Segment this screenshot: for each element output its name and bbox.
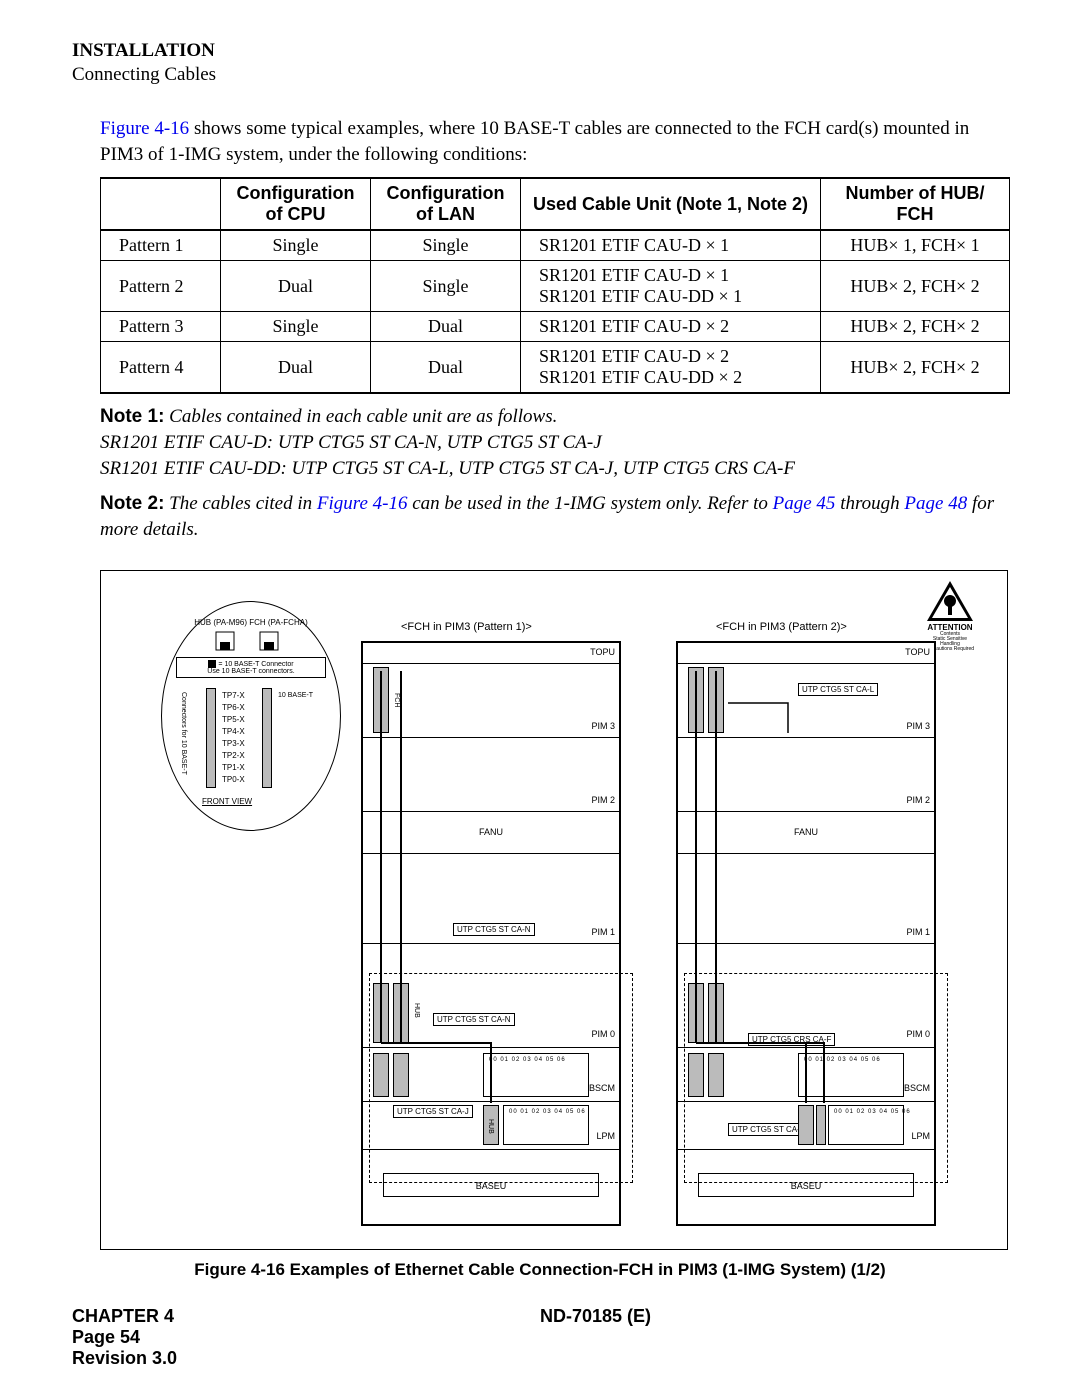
note1-line1: Cables contained in each cable unit are …: [169, 406, 557, 427]
table-cell: SR1201 ETIF CAU-D × 2: [521, 312, 821, 342]
intro-text: shows some typical examples, where 10 BA…: [100, 118, 969, 165]
table-cell: HUB× 1, FCH× 1: [821, 230, 1010, 261]
tp-label: TP2-X: [222, 750, 245, 762]
figure-4-16: ATTENTION ContentsStatic SensitiveHandli…: [100, 570, 1008, 1250]
footer-doc: ND-70185 (E): [540, 1306, 1008, 1369]
note2-pre: The cables cited in: [169, 493, 317, 514]
table-row: Pattern 3SingleDualSR1201 ETIF CAU-D × 2…: [101, 312, 1010, 342]
footer-rev: Revision 3.0: [72, 1348, 540, 1369]
table-cell: Dual: [221, 261, 371, 312]
base-t-label: 10 BASE-T: [278, 692, 313, 699]
hub-detail-callout: HUB (PA-M96) FCH (PA-FCHA) = 10 BASE-T C…: [161, 601, 341, 831]
footer-chapter: CHAPTER 4: [72, 1306, 540, 1327]
col-cpu: Configuration of CPU: [221, 178, 371, 230]
note2-p48[interactable]: Page 48: [904, 493, 967, 514]
col-lan: Configuration of LAN: [371, 178, 521, 230]
table-cell: SR1201 ETIF CAU-D × 2SR1201 ETIF CAU-DD …: [521, 342, 821, 394]
tp-label: TP0-X: [222, 774, 245, 786]
table-cell: Dual: [221, 342, 371, 394]
table-cell: Single: [221, 230, 371, 261]
table-cell: Single: [221, 312, 371, 342]
page-footer: CHAPTER 4 Page 54 Revision 3.0 ND-70185 …: [72, 1306, 1008, 1369]
note1-line3: SR1201 ETIF CAU-DD: UTP CTG5 ST CA-L, UT…: [100, 458, 795, 479]
table-cell: Single: [371, 261, 521, 312]
table-cell: HUB× 2, FCH× 2: [821, 342, 1010, 394]
col-cable: Used Cable Unit (Note 1, Note 2): [521, 178, 821, 230]
hub-desc2: Use 10 BASE-T connectors.: [207, 668, 294, 675]
tp-label: TP7-X: [222, 690, 245, 702]
table-cell: Dual: [371, 312, 521, 342]
figure-caption: Figure 4-16 Examples of Ethernet Cable C…: [72, 1260, 1008, 1280]
tp-label: TP5-X: [222, 714, 245, 726]
note-1: Note 1: Cables contained in each cable u…: [72, 404, 1008, 481]
table-cell: Pattern 1: [101, 230, 221, 261]
note1-label: Note 1:: [100, 406, 164, 427]
section-subtitle: Connecting Cables: [72, 64, 1008, 86]
table-cell: HUB× 2, FCH× 2: [821, 261, 1010, 312]
tp-label: TP3-X: [222, 738, 245, 750]
note1-line2: SR1201 ETIF CAU-D: UTP CTG5 ST CA-N, UTP…: [100, 432, 602, 453]
configuration-table: Configuration of CPU Configuration of LA…: [100, 177, 1010, 394]
table-header-row: Configuration of CPU Configuration of LA…: [101, 178, 1010, 230]
table-cell: SR1201 ETIF CAU-D × 1: [521, 230, 821, 261]
tp-label: TP4-X: [222, 726, 245, 738]
table-row: Pattern 4DualDualSR1201 ETIF CAU-D × 2SR…: [101, 342, 1010, 394]
figure-ref-link[interactable]: Figure 4-16: [100, 118, 189, 139]
note2-mid: can be used in the 1-IMG system only. Re…: [408, 493, 773, 514]
rack1-title: <FCH in PIM3 (Pattern 1)>: [401, 621, 532, 633]
table-cell: Dual: [371, 342, 521, 394]
table-cell: HUB× 2, FCH× 2: [821, 312, 1010, 342]
hub-desc-box: = 10 BASE-T Connector Use 10 BASE-T conn…: [176, 657, 326, 678]
rack2-title: <FCH in PIM3 (Pattern 2)>: [716, 621, 847, 633]
note2-label: Note 2:: [100, 493, 164, 514]
hub-desc1: = 10 BASE-T Connector: [218, 661, 293, 668]
table-cell: Single: [371, 230, 521, 261]
rack-pattern1: TOPU FCH PIM 3 PIM 2 FANU PIM 1 UTP CTG5…: [361, 641, 621, 1226]
conn-side-label: Connectors for 10 BASE-T: [180, 692, 187, 775]
hub-top-label: HUB (PA-M96) FCH (PA-FCHA): [162, 618, 340, 627]
table-row: Pattern 2DualSingleSR1201 ETIF CAU-D × 1…: [101, 261, 1010, 312]
table-row: Pattern 1SingleSingleSR1201 ETIF CAU-D ×…: [101, 230, 1010, 261]
table-cell: Pattern 2: [101, 261, 221, 312]
note2-thru: through: [835, 493, 904, 514]
section-title: INSTALLATION: [72, 40, 1008, 62]
front-view-label: FRONT VIEW: [202, 797, 252, 806]
note2-figref[interactable]: Figure 4-16: [317, 493, 408, 514]
footer-page: Page 54: [72, 1327, 540, 1348]
table-cell: SR1201 ETIF CAU-D × 1SR1201 ETIF CAU-DD …: [521, 261, 821, 312]
tp-label: TP1-X: [222, 762, 245, 774]
tp-label: TP6-X: [222, 702, 245, 714]
note2-p45[interactable]: Page 45: [773, 493, 836, 514]
col-hub: Number of HUB/ FCH: [821, 178, 1010, 230]
intro-paragraph: Figure 4-16 shows some typical examples,…: [72, 116, 1008, 167]
col-blank: [101, 178, 221, 230]
rack-pattern2: TOPU UTP CTG5 ST CA-L PIM 3 PIM 2 FANU P…: [676, 641, 936, 1226]
note-2: Note 2: The cables cited in Figure 4-16 …: [72, 491, 1008, 542]
table-cell: Pattern 4: [101, 342, 221, 394]
table-cell: Pattern 3: [101, 312, 221, 342]
